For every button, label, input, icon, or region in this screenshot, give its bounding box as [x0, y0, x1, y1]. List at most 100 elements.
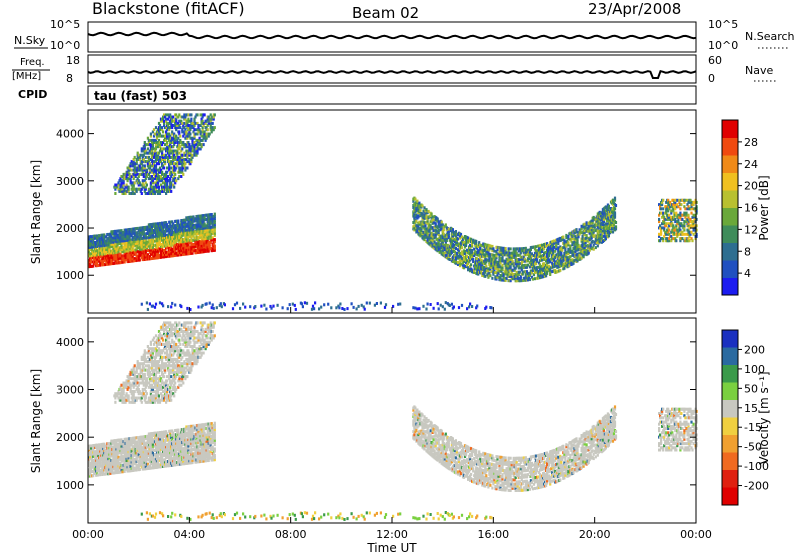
power-cell: [662, 211, 665, 215]
power-cell: [144, 175, 147, 178]
power-cell: [95, 243, 98, 246]
power-cell: [139, 249, 142, 253]
power-cell: [577, 235, 580, 239]
power-cell: [136, 226, 139, 230]
power-cell: [327, 302, 330, 306]
power-cell: [549, 268, 552, 272]
power-cell: [133, 229, 136, 233]
power-cell: [660, 207, 663, 211]
power-cell: [129, 179, 132, 183]
power-cell: [585, 234, 588, 237]
power-cell: [202, 134, 205, 138]
power-cell: [432, 233, 435, 237]
power-cell: [184, 168, 187, 172]
power-cell: [583, 222, 586, 226]
power-cell: [195, 128, 198, 132]
power-cell: [565, 242, 568, 246]
power-cell: [547, 243, 550, 247]
power-cell: [127, 187, 130, 191]
power-cell: [516, 258, 519, 261]
power-cell: [168, 160, 171, 164]
power-cell: [197, 244, 200, 248]
power-cell: [112, 253, 115, 257]
power-cell: [687, 224, 690, 228]
power-cell: [147, 189, 150, 193]
power-cell: [140, 302, 143, 306]
power-cell: [197, 219, 200, 222]
power-cell: [548, 266, 551, 270]
power-cell: [565, 233, 568, 237]
power-cell: [431, 226, 434, 230]
power-cell: [497, 267, 500, 271]
power-cell: [96, 240, 99, 244]
power-cell: [194, 121, 197, 125]
power-cell: [188, 226, 191, 230]
power-cell: [161, 162, 164, 166]
power-cell: [194, 149, 197, 153]
power-cell: [190, 117, 193, 121]
power-cell: [157, 130, 161, 134]
power-cell: [129, 238, 132, 242]
power-cell: [242, 302, 245, 306]
power-cell: [471, 251, 474, 254]
power-cell: [178, 170, 181, 174]
power-cell: [162, 236, 165, 240]
ytick-label: 3000: [56, 175, 84, 188]
power-cell: [397, 302, 400, 306]
power-cell: [515, 279, 518, 283]
power-cell: [183, 244, 186, 248]
power-cell: [201, 216, 204, 220]
power-cell: [553, 245, 556, 249]
power-cell: [677, 217, 680, 221]
power-cell: [153, 192, 157, 195]
power-cell: [138, 237, 141, 241]
power-cell: [665, 205, 668, 209]
power-cell: [481, 252, 484, 256]
power-cell: [202, 124, 205, 127]
power-cell: [478, 260, 481, 264]
power-cell: [495, 254, 498, 258]
power-cell: [462, 255, 466, 259]
power-cell: [692, 232, 695, 236]
power-cell: [153, 149, 157, 153]
power-cell: [122, 256, 125, 260]
power-cell: [172, 160, 175, 164]
power-cell: [212, 242, 215, 246]
power-cell: [140, 239, 143, 243]
power-cell: [135, 258, 138, 262]
power-cell: [686, 207, 689, 211]
power-cell: [492, 247, 495, 251]
power-cell: [591, 240, 594, 243]
power-cell: [695, 200, 698, 204]
power-cell: [188, 153, 191, 157]
power-cell: [412, 221, 415, 224]
power-cell: [174, 236, 177, 240]
power-cell: [147, 155, 150, 159]
power-cell: [170, 243, 173, 247]
power-cell: [202, 250, 205, 254]
power-cell: [198, 136, 201, 140]
power-cell: [165, 117, 168, 121]
power-cell: [96, 249, 99, 253]
power-cell: [173, 119, 176, 123]
power-cell: [517, 272, 520, 276]
power-cell: [452, 243, 455, 247]
power-cell: [499, 250, 502, 254]
power-cell: [183, 160, 186, 164]
power-cell: [144, 172, 147, 176]
velocity-cell: [88, 459, 91, 463]
power-cell: [126, 166, 129, 170]
power-cell: [478, 253, 481, 257]
power-cell: [530, 271, 533, 275]
power-cell: [180, 244, 183, 248]
power-cell: [546, 263, 549, 267]
power-cell: [662, 239, 665, 243]
power-cell: [170, 181, 173, 185]
power-cell: [460, 235, 464, 239]
power-cell: [488, 263, 491, 267]
power-cell: [433, 240, 436, 244]
power-cell: [421, 204, 424, 208]
power-cell: [523, 276, 526, 280]
power-cell: [173, 170, 176, 174]
